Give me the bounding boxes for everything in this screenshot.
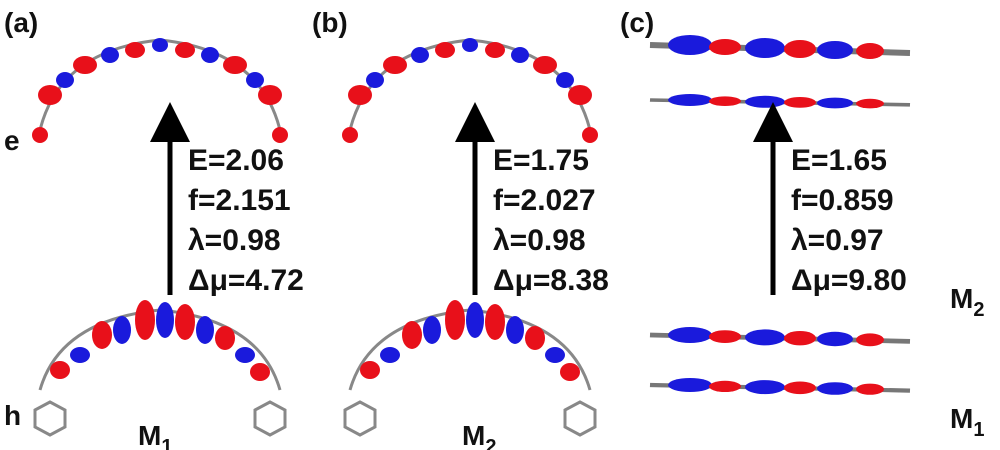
dipole: Δμ=9.80 — [791, 264, 907, 297]
molecule-images — [30, 35, 910, 437]
panel-label: (a) — [4, 7, 38, 38]
dipole: Δμ=8.38 — [493, 264, 609, 297]
molecule-label: M2 — [462, 420, 496, 450]
panel-a-values: E=2.06 f=2.151 λ=0.98 Δμ=4.72 — [188, 144, 304, 297]
text: 1 — [161, 436, 172, 450]
overlap: λ=0.98 — [188, 224, 281, 257]
state-label: e — [4, 125, 20, 156]
text: 2 — [485, 436, 496, 450]
text: 1 — [973, 419, 984, 441]
energy: E=1.65 — [791, 144, 887, 177]
oscillator: f=2.151 — [188, 184, 291, 217]
overlap: λ=0.97 — [791, 224, 884, 257]
molecule-label: M2 — [950, 283, 984, 321]
dipole: Δμ=4.72 — [188, 264, 304, 297]
text: M — [138, 420, 161, 450]
energy: E=1.75 — [493, 144, 589, 177]
text: M — [950, 283, 973, 314]
arrows — [150, 102, 793, 295]
oscillator: f=2.027 — [493, 184, 596, 217]
panel-label: (c) — [620, 7, 654, 38]
panel-label: (b) — [312, 7, 348, 38]
text: M — [950, 403, 973, 434]
energy: E=2.06 — [188, 144, 284, 177]
overlap: λ=0.98 — [493, 224, 586, 257]
panel-c-values: E=1.65 f=0.859 λ=0.97 Δμ=9.80 — [791, 144, 907, 297]
molecule-label: M1 — [950, 403, 984, 441]
panel-b-values: E=1.75 f=2.027 λ=0.98 Δμ=8.38 — [493, 144, 609, 297]
state-label: h — [4, 400, 21, 431]
oscillator: f=0.859 — [791, 184, 894, 217]
text: M — [462, 420, 485, 450]
molecule-label: M1 — [138, 420, 172, 450]
text: 2 — [973, 299, 984, 321]
